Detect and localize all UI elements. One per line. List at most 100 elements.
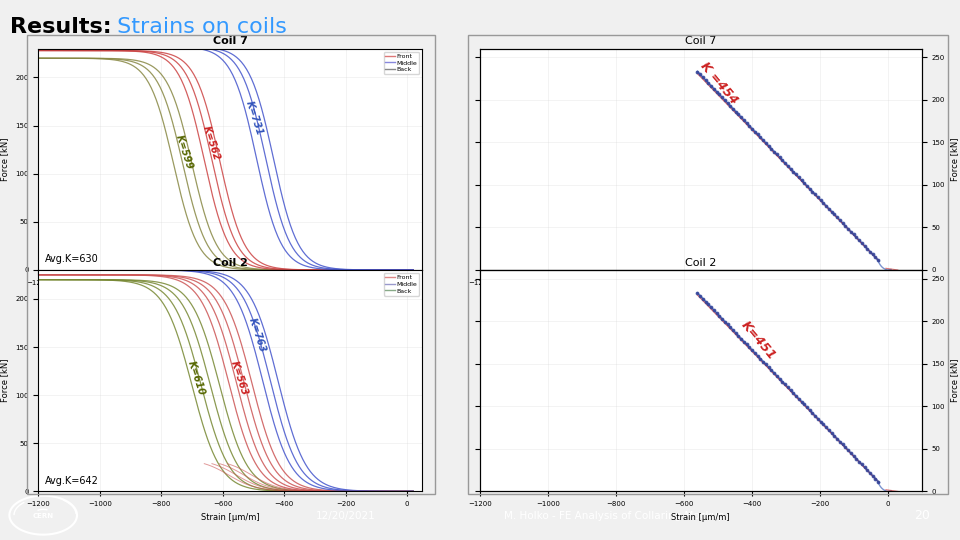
Y-axis label: Force [kN]: Force [kN] xyxy=(950,138,959,181)
Point xyxy=(785,167,801,176)
Point xyxy=(695,73,710,82)
Point xyxy=(692,70,708,79)
Point xyxy=(821,205,836,213)
Point xyxy=(772,153,787,161)
Point xyxy=(707,306,722,314)
Point xyxy=(698,298,713,306)
Point xyxy=(717,318,732,326)
Point xyxy=(816,420,831,429)
Point xyxy=(782,386,798,395)
Point xyxy=(819,201,834,210)
Point xyxy=(756,136,771,145)
Point xyxy=(720,320,735,329)
Point xyxy=(802,185,817,193)
Point xyxy=(865,250,880,259)
Point xyxy=(832,437,848,446)
Point xyxy=(711,312,727,320)
Point xyxy=(780,161,796,170)
Point xyxy=(849,233,864,242)
Point xyxy=(756,357,771,366)
Point xyxy=(800,403,815,411)
Point xyxy=(871,477,886,486)
Point xyxy=(778,159,793,167)
Point xyxy=(742,343,757,352)
Point xyxy=(862,469,877,477)
Text: 20: 20 xyxy=(914,509,929,522)
Point xyxy=(849,455,864,463)
Text: M. Holko - FE Analysis of Collaring Mockup: M. Holko - FE Analysis of Collaring Mock… xyxy=(504,511,725,521)
Point xyxy=(804,187,820,196)
Point xyxy=(838,221,853,230)
Text: K=562: K=562 xyxy=(202,124,222,161)
Point xyxy=(865,471,880,480)
Point xyxy=(810,414,826,423)
Point xyxy=(797,400,812,409)
Text: Avg.K=642: Avg.K=642 xyxy=(44,476,99,485)
Title: Coil 7: Coil 7 xyxy=(213,36,248,46)
Point xyxy=(824,429,839,437)
Point xyxy=(708,87,724,96)
Text: Strains on coils: Strains on coils xyxy=(110,17,287,37)
Point xyxy=(739,119,755,127)
Text: K=763: K=763 xyxy=(248,316,268,354)
Point xyxy=(720,99,735,107)
Point xyxy=(766,369,781,377)
Point xyxy=(775,377,790,386)
Point xyxy=(726,104,741,113)
Point xyxy=(707,84,722,93)
Point xyxy=(769,372,784,380)
Point xyxy=(733,334,749,343)
Point xyxy=(824,207,839,216)
Point xyxy=(794,397,809,406)
Point xyxy=(807,411,823,420)
Point xyxy=(816,199,831,207)
Point xyxy=(695,294,710,303)
Point xyxy=(698,76,713,85)
Text: CERN: CERN xyxy=(33,513,54,519)
Point xyxy=(829,213,845,221)
Legend: Front, Middle, Back: Front, Middle, Back xyxy=(384,273,420,295)
Point xyxy=(689,289,705,298)
Point xyxy=(764,366,780,374)
Point xyxy=(804,409,820,417)
Y-axis label: Force [kN]: Force [kN] xyxy=(1,138,10,181)
Point xyxy=(868,475,883,483)
Text: Results:: Results: xyxy=(10,17,111,37)
Title: Coil 2: Coil 2 xyxy=(213,258,248,268)
Point xyxy=(739,340,755,349)
Point xyxy=(778,380,793,389)
Point xyxy=(747,349,762,357)
Point xyxy=(807,190,823,199)
Point xyxy=(794,176,809,185)
Point xyxy=(758,360,774,369)
Point xyxy=(819,423,834,431)
Point xyxy=(714,314,730,323)
Point xyxy=(731,332,746,340)
Point xyxy=(747,127,762,136)
Point xyxy=(813,196,828,205)
Point xyxy=(704,303,719,312)
Y-axis label: Force [kN]: Force [kN] xyxy=(950,359,959,402)
Point xyxy=(846,451,861,460)
Point xyxy=(791,394,806,403)
Point xyxy=(843,449,858,457)
Text: K =454: K =454 xyxy=(697,60,740,107)
Title: Coil 7: Coil 7 xyxy=(685,36,716,46)
Point xyxy=(742,122,757,130)
Point xyxy=(711,90,727,99)
X-axis label: Strain [µm/m]: Strain [µm/m] xyxy=(671,512,731,522)
Point xyxy=(726,326,741,334)
Point xyxy=(832,216,848,225)
Point xyxy=(753,354,768,363)
Point xyxy=(800,181,815,190)
X-axis label: Strain [µm/m]: Strain [µm/m] xyxy=(201,291,260,300)
Point xyxy=(813,417,828,426)
Point xyxy=(758,139,774,147)
Point xyxy=(788,392,804,400)
Point xyxy=(788,170,804,179)
Point xyxy=(791,173,806,181)
Point xyxy=(854,239,870,247)
X-axis label: Strain [µm/m]: Strain [µm/m] xyxy=(671,291,731,300)
Text: Avg.K=630: Avg.K=630 xyxy=(44,254,98,264)
Point xyxy=(761,363,777,372)
